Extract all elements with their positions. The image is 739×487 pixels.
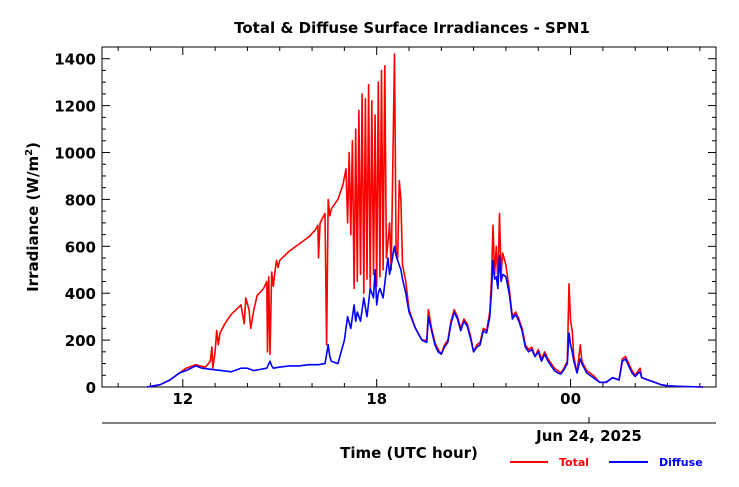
y-tick-label: 200 — [65, 332, 96, 350]
series-line-total — [147, 53, 704, 388]
y-tick-label: 400 — [65, 285, 96, 303]
y-axis-label-superscript: 2 — [24, 149, 35, 156]
x-tick-label: 12 — [172, 390, 193, 408]
x-tick-label: 00 — [560, 390, 581, 408]
y-axis-label: Irradiance (W/m2) — [24, 142, 42, 292]
y-tick-label: 800 — [65, 191, 96, 209]
y-tick-label: 1000 — [54, 145, 96, 163]
x-axis-label: Time (UTC hour) — [340, 444, 478, 462]
legend: Total Diffuse — [510, 456, 703, 469]
x-tick-label: 18 — [366, 390, 387, 408]
chart-title: Total & Diffuse Surface Irradiances - SP… — [234, 19, 590, 37]
y-axis-label-main: Irradiance (W/m — [24, 156, 42, 292]
date-label: Jun 24, 2025 — [535, 427, 642, 445]
series-group — [147, 53, 704, 388]
x-axis-ticks: 12 18 00 — [117, 47, 701, 408]
y-axis-label-close: ) — [24, 142, 42, 149]
legend-label-diffuse: Diffuse — [659, 456, 703, 469]
legend-label-total: Total — [559, 456, 589, 469]
y-tick-label: 1200 — [54, 98, 96, 116]
y-tick-label: 1400 — [54, 51, 96, 69]
plot-area — [101, 46, 717, 388]
y-tick-label: 600 — [65, 238, 96, 256]
y-tick-label: 0 — [86, 379, 96, 397]
series-line-diffuse — [147, 245, 704, 388]
y-axis-ticks: 0 200 400 600 800 1000 1200 1400 — [54, 51, 716, 397]
